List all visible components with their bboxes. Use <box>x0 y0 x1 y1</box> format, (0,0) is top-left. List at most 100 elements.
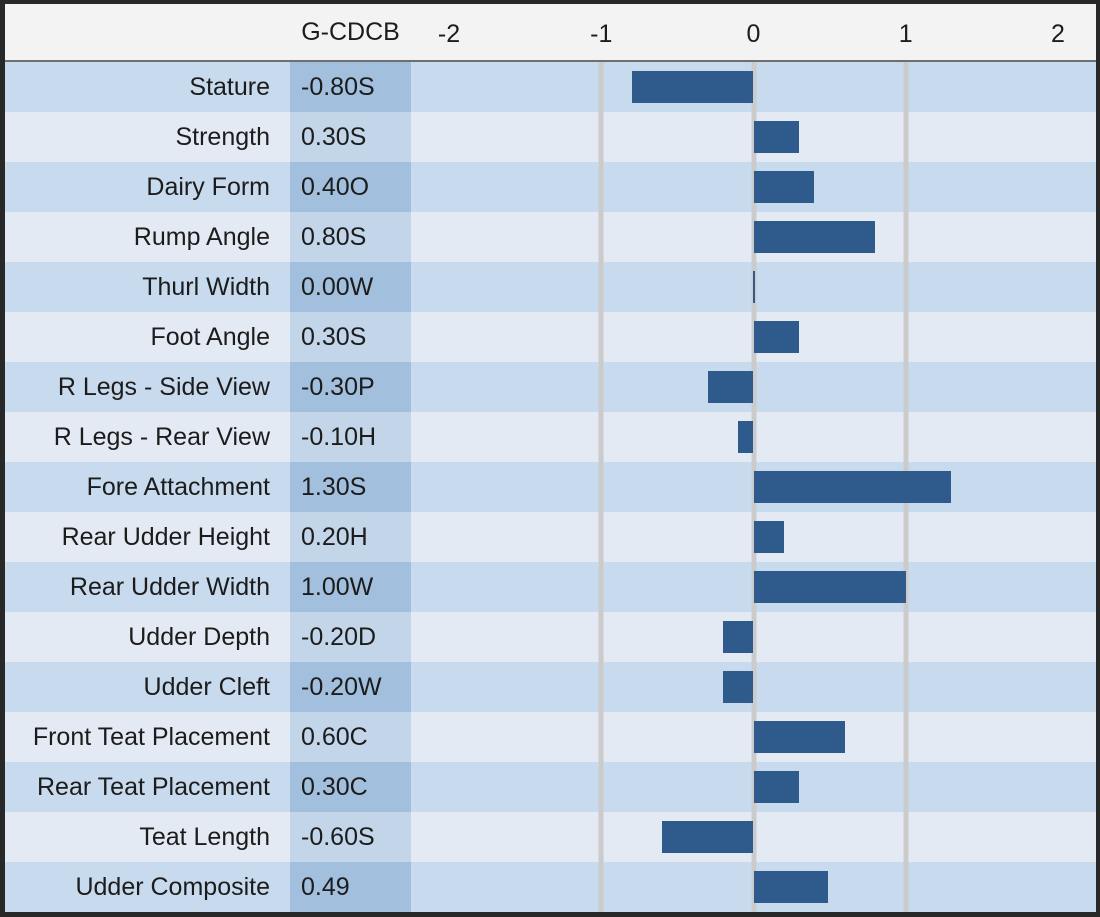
gridline <box>751 362 756 412</box>
gridline <box>903 512 909 562</box>
axis-tick-label: 1 <box>898 20 913 48</box>
value-bar <box>753 321 800 353</box>
trait-value: -0.10H <box>290 412 411 462</box>
gridline <box>751 662 756 712</box>
gridline <box>598 412 604 462</box>
gridline <box>903 562 909 612</box>
value-bar <box>707 371 754 403</box>
gridline <box>903 112 909 162</box>
trait-label: R Legs - Rear View <box>5 412 290 462</box>
table-row: Udder Depth -0.20D <box>5 612 1096 662</box>
trait-label: R Legs - Side View <box>5 362 290 412</box>
axis-tick-label: -2 <box>437 20 461 48</box>
value-bar <box>631 71 754 103</box>
gridline <box>751 612 756 662</box>
trait-value: 0.00W <box>290 262 411 312</box>
axis-tick-label: 0 <box>746 20 761 48</box>
trait-label: Thurl Width <box>5 262 290 312</box>
table-row: Strength 0.30S <box>5 112 1096 162</box>
bar-chart-cell <box>411 562 1096 612</box>
gridline <box>598 562 604 612</box>
trait-label: Strength <box>5 112 290 162</box>
trait-label: Foot Angle <box>5 312 290 362</box>
bar-chart-cell <box>411 612 1096 662</box>
gridline <box>903 712 909 762</box>
table-row: Teat Length -0.60S <box>5 812 1096 862</box>
gridline <box>903 262 909 312</box>
bar-chart-cell <box>411 362 1096 412</box>
gridline <box>903 212 909 262</box>
trait-value: -0.20D <box>290 612 411 662</box>
trait-value: 0.49 <box>290 862 411 912</box>
table-row: Rear Udder Height 0.20H <box>5 512 1096 562</box>
bar-chart-cell <box>411 162 1096 212</box>
value-bar <box>753 771 800 803</box>
trait-label: Dairy Form <box>5 162 290 212</box>
trait-value: 0.40O <box>290 162 411 212</box>
bar-chart-cell <box>411 212 1096 262</box>
trait-value: -0.30P <box>290 362 411 412</box>
gridline <box>598 312 604 362</box>
value-bar <box>753 171 815 203</box>
trait-label: Rear Udder Height <box>5 512 290 562</box>
bar-chart-cell <box>411 662 1096 712</box>
trait-value: -0.20W <box>290 662 411 712</box>
trait-label: Stature <box>5 62 290 112</box>
table-row: Rear Udder Width 1.00W <box>5 562 1096 612</box>
table-row: Fore Attachment 1.30S <box>5 462 1096 512</box>
x-axis: -2 -1 0 1 2 <box>411 4 1096 60</box>
trait-value: 0.30S <box>290 312 411 362</box>
trait-value: 1.30S <box>290 462 411 512</box>
bar-chart-cell <box>411 112 1096 162</box>
value-bar <box>752 271 755 303</box>
value-bar <box>753 571 906 603</box>
table-row: Stature -0.80S <box>5 62 1096 112</box>
gridline <box>751 812 756 862</box>
trait-value: 0.30C <box>290 762 411 812</box>
bar-chart-cell <box>411 312 1096 362</box>
trait-label: Teat Length <box>5 812 290 862</box>
trait-value: 0.30S <box>290 112 411 162</box>
trait-label: Rump Angle <box>5 212 290 262</box>
gridline <box>598 612 604 662</box>
trait-label: Fore Attachment <box>5 462 290 512</box>
gridline <box>598 62 604 112</box>
header-row: G-CDCB -2 -1 0 1 2 <box>5 4 1096 62</box>
axis-tick-label: 2 <box>1050 20 1065 48</box>
gridline <box>903 862 909 912</box>
gridline <box>903 312 909 362</box>
bar-chart-cell <box>411 762 1096 812</box>
gridline <box>598 512 604 562</box>
bar-chart-cell <box>411 862 1096 912</box>
bar-chart-cell <box>411 812 1096 862</box>
trait-value: 1.00W <box>290 562 411 612</box>
table-row: Udder Composite 0.49 <box>5 862 1096 912</box>
bar-chart-cell <box>411 262 1096 312</box>
value-column-header: G-CDCB <box>301 17 400 46</box>
gridline <box>598 712 604 762</box>
gridline <box>903 762 909 812</box>
table-row: R Legs - Rear View -0.10H <box>5 412 1096 462</box>
bar-chart-cell <box>411 712 1096 762</box>
gridline <box>598 662 604 712</box>
gridline <box>903 662 909 712</box>
value-bar <box>723 671 754 703</box>
gridline <box>903 612 909 662</box>
trait-label: Rear Udder Width <box>5 562 290 612</box>
table-row: Udder Cleft -0.20W <box>5 662 1096 712</box>
value-bar <box>753 721 845 753</box>
gridline <box>598 862 604 912</box>
bar-chart-cell <box>411 462 1096 512</box>
gridline <box>598 162 604 212</box>
trait-value: -0.80S <box>290 62 411 112</box>
gridline <box>598 362 604 412</box>
trait-label: Udder Cleft <box>5 662 290 712</box>
table-row: Rear Teat Placement 0.30C <box>5 762 1096 812</box>
gridline <box>598 812 604 862</box>
trait-value: -0.60S <box>290 812 411 862</box>
header-corner-spacer <box>5 4 290 60</box>
table-row: Dairy Form 0.40O <box>5 162 1096 212</box>
trait-label: Rear Teat Placement <box>5 762 290 812</box>
trait-label: Udder Depth <box>5 612 290 662</box>
table-row: Thurl Width 0.00W <box>5 262 1096 312</box>
